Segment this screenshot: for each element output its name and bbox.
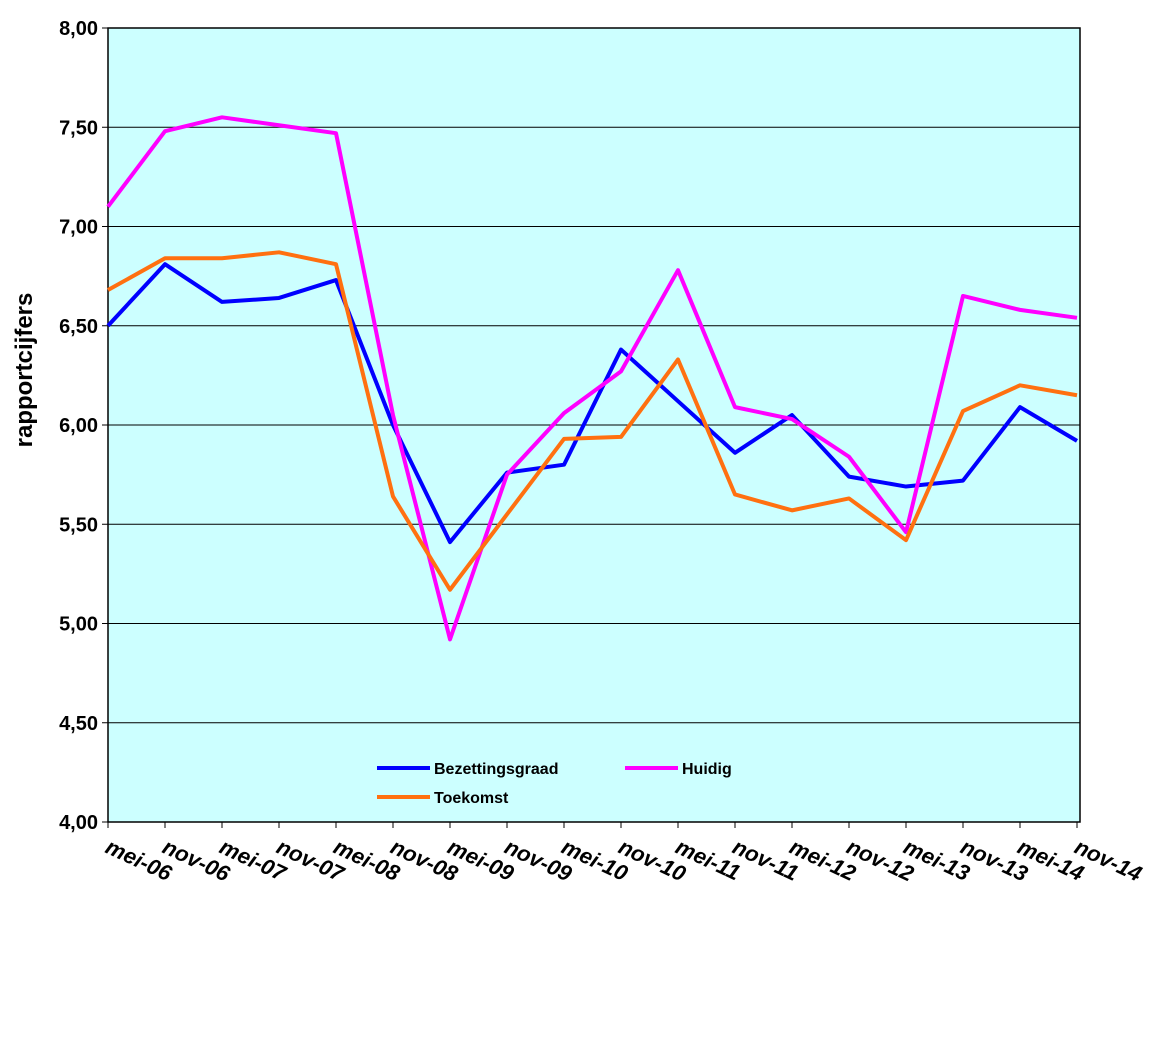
y-axis-label: rapportcijfers	[11, 293, 38, 448]
y-tick-label: 6,50	[59, 316, 98, 338]
y-tick-label: 4,50	[59, 713, 98, 735]
x-tick-label: nov-11	[729, 834, 802, 886]
legend-label: Bezettingsgraad	[434, 761, 558, 778]
y-tick-label: 4,00	[59, 812, 98, 834]
y-tick-label: 7,00	[59, 217, 98, 239]
legend-label: Huidig	[682, 761, 732, 778]
x-tick-label: nov-14	[1071, 834, 1146, 887]
legend-label: Toekomst	[434, 790, 509, 807]
series-line	[107, 250, 1078, 592]
series-line	[106, 115, 1078, 642]
y-tick-label: 5,50	[59, 514, 98, 536]
y-tick-label: 5,00	[59, 614, 98, 636]
y-tick-label: 7,50	[59, 117, 98, 139]
y-tick-label: 8,00	[59, 18, 98, 40]
y-tick-label: 6,00	[59, 415, 98, 437]
